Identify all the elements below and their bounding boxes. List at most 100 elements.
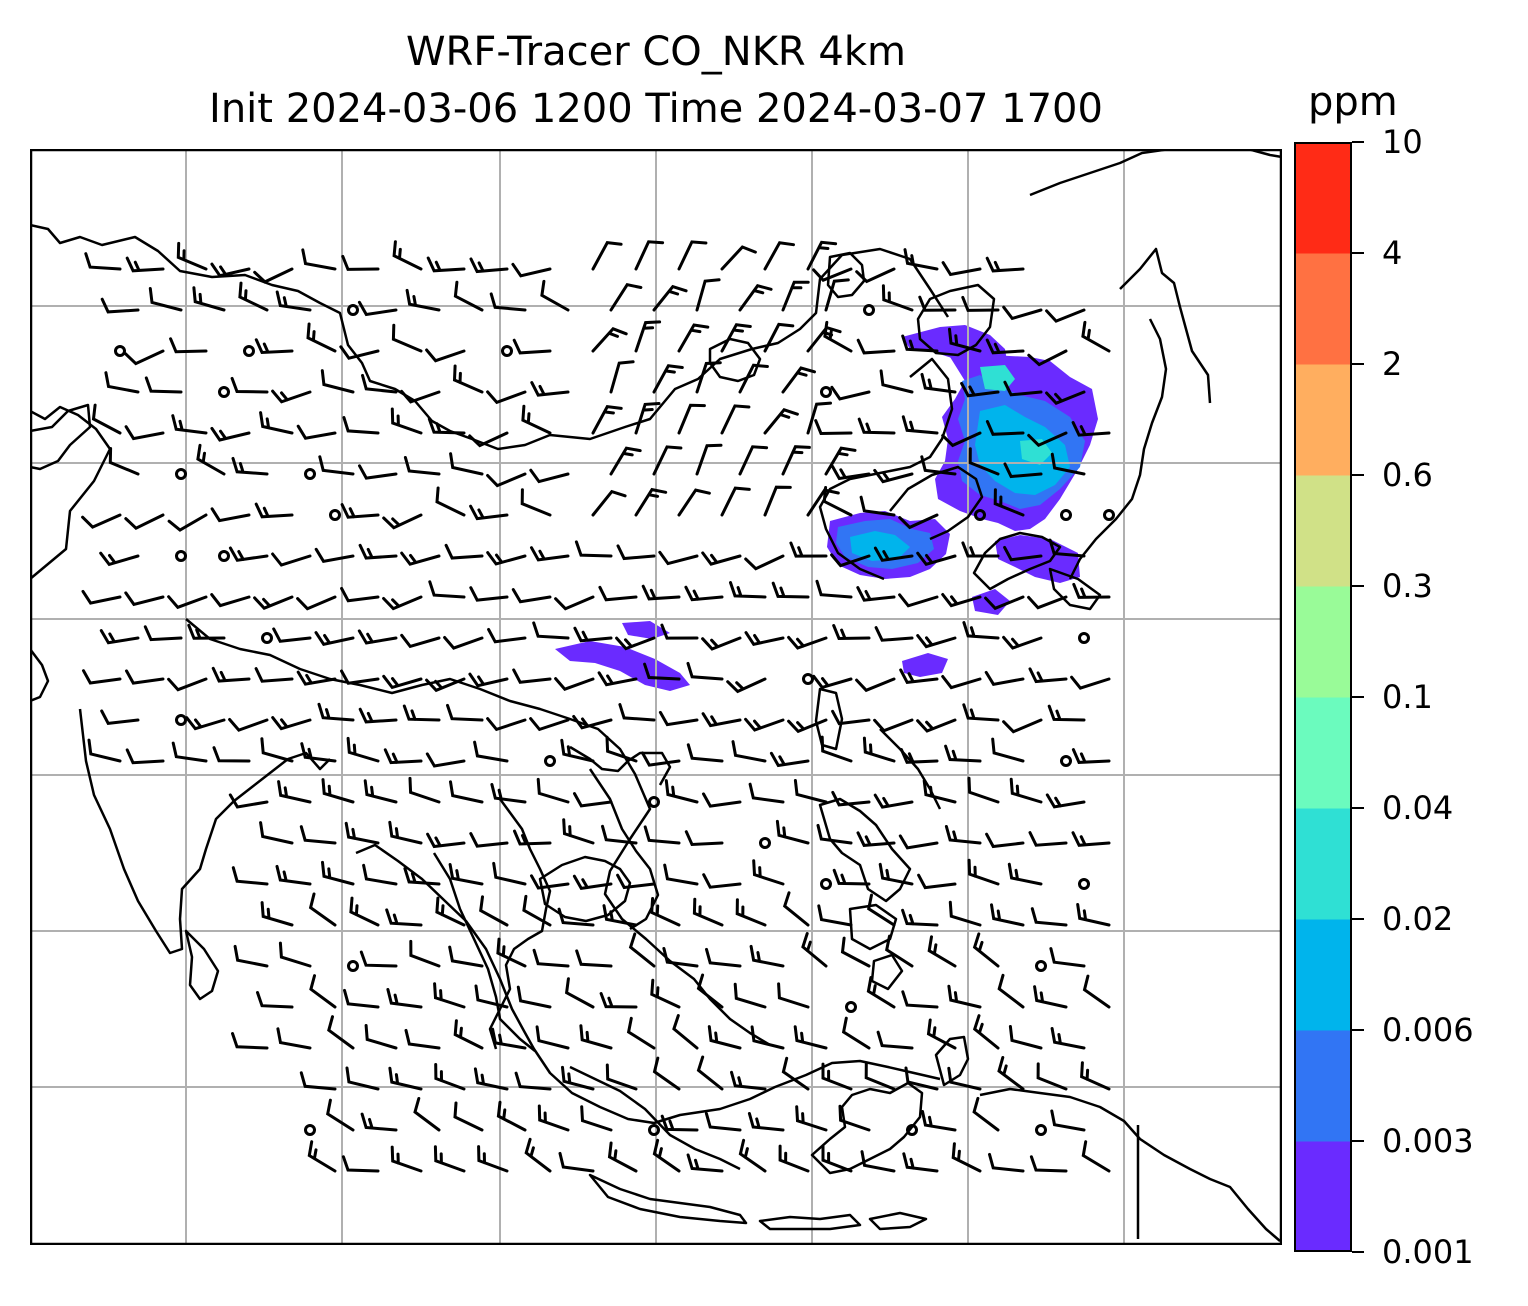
wind-barb (530, 874, 570, 890)
wind-barb (84, 252, 122, 271)
wind-barb (948, 327, 982, 353)
wind-barb (390, 1145, 423, 1173)
wind-barb (917, 873, 957, 890)
wind-barb (391, 323, 423, 353)
wind-barb (453, 1019, 484, 1050)
wind-barb (238, 281, 269, 312)
wind-barb (537, 1104, 570, 1132)
wind-barb (532, 948, 570, 968)
wind-barb (362, 863, 398, 886)
wind-barb (972, 1014, 1000, 1050)
wind-barb (260, 901, 294, 927)
wind-barb (358, 543, 398, 560)
wind-barb (634, 240, 665, 271)
colorbar-tick-label: 0.3 (1382, 567, 1433, 605)
wind-barb (778, 1144, 810, 1173)
wind-barb-calm (863, 304, 875, 316)
wind-barbs (81, 240, 1115, 1173)
colorbar-tick (1352, 141, 1364, 143)
wind-barb (469, 586, 509, 602)
wind-barb-calm (1078, 878, 1090, 890)
wind-barb (984, 670, 1025, 686)
wind-barb (781, 366, 816, 394)
wind-barb (496, 1100, 527, 1132)
wind-barb (1033, 985, 1068, 1009)
wind-barb (643, 825, 681, 845)
wind-barb (579, 1024, 613, 1050)
wind-barb-calm (1035, 1124, 1047, 1136)
wind-barb (453, 1101, 484, 1132)
wind-barb (192, 286, 226, 312)
wind-barb (1003, 380, 1043, 397)
wind-barb (554, 677, 595, 691)
wind-barb (321, 778, 355, 804)
wind-barb (81, 589, 122, 605)
wind-barb (701, 551, 742, 566)
colorbar-tick (1352, 585, 1364, 587)
wind-barb (346, 736, 380, 763)
wind-barb (358, 464, 398, 480)
wind-barb (535, 1025, 570, 1050)
wind-barb (591, 404, 623, 435)
wind-barb (426, 832, 466, 849)
wind-barb (443, 636, 484, 650)
wind-barb (196, 443, 226, 476)
wind-barb (309, 974, 337, 1009)
wind-barb (801, 932, 828, 968)
wind-barb (308, 892, 337, 927)
wind-barb (947, 1066, 982, 1091)
wind-barb (124, 591, 165, 607)
colorbar-tick-label: 0.1 (1382, 678, 1433, 716)
wind-barb (677, 240, 708, 271)
wind-barb (1050, 1027, 1086, 1050)
wind-barb (795, 1105, 828, 1132)
wind-barb (210, 593, 251, 608)
co-tracer-concentration (555, 325, 1098, 691)
wind-barb (598, 585, 638, 602)
wind-barb (409, 939, 441, 968)
wind-barb (253, 267, 294, 284)
map-title-line-1: WRF-Tracer CO_NKR 4km (405, 29, 907, 75)
wind-barb (1071, 831, 1111, 847)
wind-barb (314, 547, 355, 563)
wind-barb (832, 868, 871, 886)
wind-barb (529, 717, 570, 732)
wind-barb (867, 893, 896, 927)
wind-barb (701, 636, 742, 651)
wind-barb (344, 821, 380, 845)
wind-barb (777, 982, 810, 1009)
wind-barb (769, 751, 810, 768)
wind-barb (1072, 582, 1111, 599)
wind-barb-calm (1035, 960, 1047, 972)
wind-barb (167, 595, 208, 610)
wind-barb (823, 320, 853, 353)
wind-barb (599, 992, 638, 1009)
wind-barb (812, 267, 853, 282)
wind-barb (1002, 718, 1043, 734)
wind-barb (855, 677, 896, 693)
wind-barb (254, 338, 294, 355)
wind-barb (512, 668, 552, 684)
wind-barb-calm (1060, 509, 1072, 521)
wind-barb (832, 624, 871, 641)
wind-barb (210, 262, 251, 278)
wind-barb (903, 248, 939, 271)
wind-barb (591, 489, 627, 517)
wind-barb (1027, 595, 1068, 610)
colorbar-tick (1352, 918, 1364, 920)
wind-barb (901, 908, 939, 927)
wind-barb (349, 896, 380, 927)
wind-barb (695, 361, 722, 394)
wind-barb (816, 823, 853, 845)
wind-barb (572, 874, 613, 891)
wind-barb (806, 240, 838, 271)
wind-barb (615, 636, 656, 651)
wind-barb (672, 1014, 699, 1050)
wind-barb (104, 371, 140, 394)
wind-barb-calm (261, 632, 273, 644)
wind-barb (275, 290, 312, 312)
wind-barb (812, 674, 853, 690)
wind-barb (747, 1112, 785, 1132)
wind-barb (318, 455, 355, 476)
wind-barb (514, 1071, 552, 1091)
